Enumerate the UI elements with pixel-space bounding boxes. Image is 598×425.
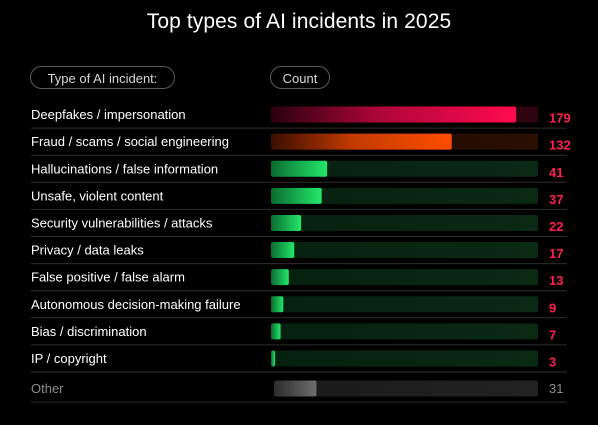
count-column-header: Count <box>270 66 330 89</box>
bar-ip-copyright <box>271 350 276 367</box>
value-label-security-vulnerabilities-attacks: 22 <box>549 219 563 234</box>
bar-bias-discrimination <box>271 323 281 340</box>
bar-track-autonomous-decision-making-failure <box>271 296 538 313</box>
bar-track-hallucinations-false-information <box>271 160 538 177</box>
value-label-autonomous-decision-making-failure: 9 <box>549 300 556 315</box>
bar-track-security-vulnerabilities-attacks <box>271 214 538 231</box>
value-label-ip-copyright: 3 <box>549 354 556 369</box>
category-label-fraud-scams-social-engineering: Fraud / scams / social engineering <box>31 134 229 149</box>
value-label-false-positive-false-alarm: 13 <box>549 273 563 288</box>
category-label-unsafe-violent-content: Unsafe, violent content <box>31 188 164 203</box>
category-label-privacy-data-leaks: Privacy / data leaks <box>31 243 144 258</box>
category-label-bias-discrimination: Bias / discrimination <box>31 324 147 339</box>
category-label-ip-copyright: IP / copyright <box>31 351 107 366</box>
chart-title: Top types of AI incidents in 2025 <box>146 10 452 33</box>
category-label-security-vulnerabilities-attacks: Security vulnerabilities / attacks <box>31 215 213 230</box>
category-label-deepfakes-impersonation: Deepfakes / impersonation <box>31 107 186 122</box>
value-label-other: 31 <box>549 381 563 396</box>
value-label-deepfakes-impersonation: 179 <box>549 111 571 126</box>
bar-hallucinations-false-information <box>271 160 328 177</box>
category-label-autonomous-decision-making-failure: Autonomous decision-making failure <box>31 297 241 312</box>
bar-track-false-positive-false-alarm <box>271 269 538 286</box>
bar-track-unsafe-violent-content <box>271 187 538 204</box>
category-label-false-positive-false-alarm: False positive / false alarm <box>31 270 185 285</box>
value-label-unsafe-violent-content: 37 <box>549 192 563 207</box>
bar-track-other <box>274 380 538 397</box>
bar-track-privacy-data-leaks <box>271 242 538 259</box>
bar-track-ip-copyright <box>271 350 538 367</box>
bar-deepfakes-impersonation <box>271 106 517 123</box>
bar-unsafe-violent-content <box>271 187 322 204</box>
bar-other <box>274 380 317 397</box>
type-column-header: Type of AI incident: <box>30 66 175 89</box>
value-label-hallucinations-false-information: 41 <box>549 165 563 180</box>
bar-security-vulnerabilities-attacks <box>271 214 302 231</box>
bar-track-bias-discrimination <box>271 323 538 340</box>
category-label-hallucinations-false-information: Hallucinations / false information <box>31 161 218 176</box>
category-label-other: Other <box>31 381 64 396</box>
bar-privacy-data-leaks <box>271 242 295 259</box>
value-label-bias-discrimination: 7 <box>549 327 556 342</box>
bar-fraud-scams-social-engineering <box>271 133 452 150</box>
value-label-privacy-data-leaks: 17 <box>549 246 563 261</box>
bar-false-positive-false-alarm <box>271 269 289 286</box>
bar-autonomous-decision-making-failure <box>271 296 284 313</box>
value-label-fraud-scams-social-engineering: 132 <box>549 138 571 153</box>
